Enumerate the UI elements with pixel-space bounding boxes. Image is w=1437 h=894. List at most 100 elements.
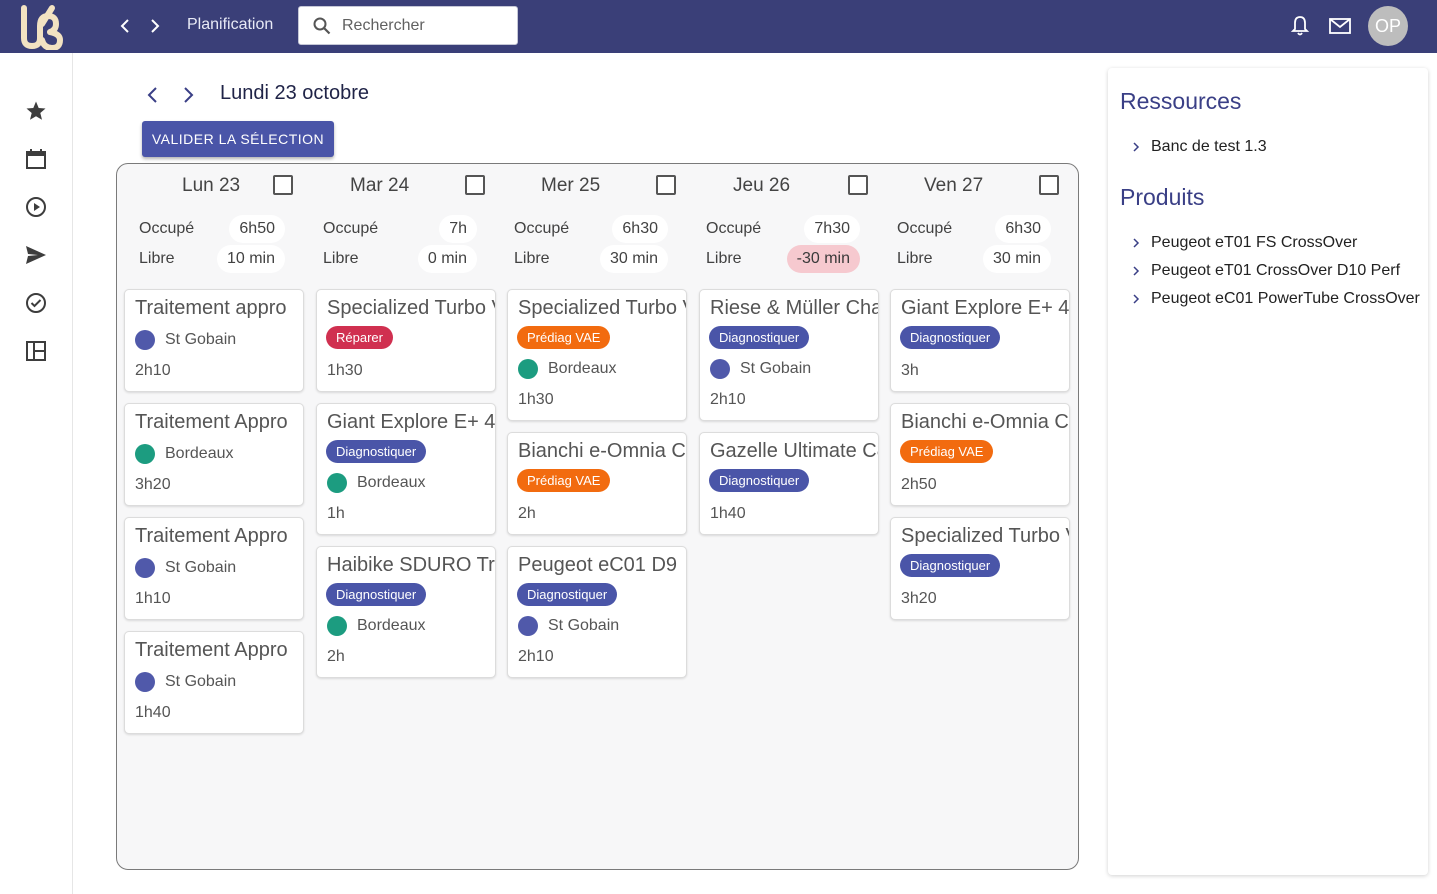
task-card[interactable]: Specialized Turbo Vado Prédiag VAE Bordeau… [507, 289, 687, 421]
layout-icon[interactable] [24, 339, 48, 363]
task-tag: Diagnostiquer [900, 554, 1001, 577]
free-value: 10 min [216, 245, 285, 273]
previous-week-button[interactable] [141, 83, 165, 107]
task-duration: 2h50 [901, 476, 937, 493]
task-title: Giant Explore E+ 4 [327, 411, 496, 433]
task-duration: 1h40 [710, 505, 746, 522]
busy-label: Occupé [706, 220, 762, 237]
task-card[interactable]: Giant Explore E+ 4 Diagnostiquer Bordeaux 1… [316, 403, 496, 535]
task-card[interactable]: Specialized Turbo Vado Diagnostiquer 3h20 [890, 517, 1070, 620]
task-tag: Réparer [326, 326, 393, 349]
task-card[interactable]: Peugeot eC01 D9 Diagnostiquer St Gobain 2h1… [507, 546, 687, 678]
task-card[interactable]: Haibike SDURO Trekking Diagnostiquer Borde… [316, 546, 496, 678]
task-card[interactable]: Gazelle Ultimate C8 Diagnostiquer 1h40 [699, 432, 879, 535]
day-header: Ven 27 [883, 174, 1063, 198]
next-week-button[interactable] [176, 83, 200, 107]
task-title: Bianchi e-Omnia C [518, 440, 686, 462]
chevron-right-icon [1133, 142, 1140, 152]
day-name: Lun 23 [182, 175, 241, 196]
task-title: Traitement appro [135, 297, 287, 319]
busy-row: Occupé 6h30 [883, 214, 1063, 243]
day-select-checkbox[interactable] [656, 175, 676, 195]
busy-value: 6h50 [229, 215, 285, 243]
free-row: Libre -30 min [692, 244, 872, 273]
task-title: Riese & Müller Charger [710, 297, 879, 319]
task-duration: 2h10 [710, 391, 746, 408]
app-logo[interactable] [18, 2, 66, 50]
task-card[interactable]: Bianchi e-Omnia C Prédiag VAE 2h50 [890, 403, 1070, 506]
task-card[interactable]: Traitement Appro St Gobain 1h40 [124, 631, 304, 734]
task-card[interactable]: Traitement Appro St Gobain 1h10 [124, 517, 304, 620]
avatar[interactable]: OP [1368, 6, 1408, 46]
free-value: -30 min [786, 245, 860, 273]
free-label: Libre [706, 250, 742, 267]
calendar-icon[interactable] [24, 147, 48, 171]
task-duration: 2h10 [518, 648, 554, 665]
date-title: Lundi 23 octobre [220, 82, 370, 104]
task-card[interactable]: Traitement appro St Gobain 2h10 [124, 289, 304, 392]
task-duration: 2h10 [135, 362, 171, 379]
day-name: Mer 25 [541, 175, 601, 196]
day-select-checkbox[interactable] [273, 175, 293, 195]
task-title: Traitement Appro [135, 411, 288, 433]
location-label: Bordeaux [357, 474, 426, 491]
resources-title: Ressources [1120, 88, 1242, 114]
location-label: Bordeaux [165, 445, 234, 462]
day-select-checkbox[interactable] [1039, 175, 1059, 195]
location-label: St Gobain [165, 559, 237, 576]
task-duration: 2h [518, 505, 536, 522]
task-card[interactable]: Bianchi e-Omnia C Prédiag VAE 2h [507, 432, 687, 535]
task-title: Specialized Turbo Vado [327, 297, 495, 319]
busy-value: 7h30 [804, 215, 860, 243]
location-dot-icon [518, 359, 538, 379]
task-title: Haibike SDURO Trekking [327, 554, 495, 576]
planner-board: Lun 23 Occupé 6h50 Libre 10 min Traitement ap… [116, 163, 1079, 870]
free-row: Libre 30 min [500, 244, 680, 273]
location-label: Bordeaux [357, 617, 426, 634]
task-card[interactable]: Giant Explore E+ 4 Diagnostiquer 3h [890, 289, 1070, 392]
day-select-checkbox[interactable] [848, 175, 868, 195]
free-value: 30 min [599, 245, 668, 273]
task-duration: 1h30 [327, 362, 363, 379]
task-duration: 1h10 [135, 590, 171, 607]
day-header: Mar 24 [309, 174, 489, 198]
search-box[interactable] [298, 6, 518, 45]
star-icon[interactable] [24, 99, 48, 123]
product-label: Peugeot eC01 PowerTube CrossOver [1151, 290, 1420, 307]
free-value: 0 min [417, 245, 477, 273]
check-circle-icon[interactable] [24, 291, 48, 315]
location-dot-icon [135, 558, 155, 578]
play-circle-icon[interactable] [24, 195, 48, 219]
task-duration: 2h [327, 648, 345, 665]
side-panel: Ressources Banc de test 1.3 Produits Peu… [1108, 68, 1428, 875]
task-title: Specialized Turbo Vado [518, 297, 686, 319]
task-card[interactable]: Riese & Müller Charger Diagnostiquer St Go… [699, 289, 879, 421]
nav-forward-button[interactable] [141, 12, 169, 40]
resource-label: Banc de test 1.3 [1151, 138, 1267, 155]
busy-label: Occupé [514, 220, 570, 237]
mail-icon[interactable] [1328, 14, 1352, 38]
busy-label: Occupé [323, 220, 379, 237]
location-dot-icon [710, 359, 730, 379]
search-input[interactable] [342, 15, 507, 37]
task-card[interactable]: Specialized Turbo Vado Réparer 1h30 [316, 289, 496, 392]
location-dot-icon [327, 616, 347, 636]
busy-row: Occupé 6h30 [500, 214, 680, 243]
task-title: Specialized Turbo Vado [901, 525, 1069, 547]
bell-icon[interactable] [1288, 14, 1312, 38]
nav-back-button[interactable] [111, 12, 139, 40]
free-value: 30 min [982, 245, 1051, 273]
task-tag: Diagnostiquer [517, 583, 618, 606]
location-label: St Gobain [740, 360, 812, 377]
send-icon[interactable] [24, 243, 48, 267]
busy-value: 6h30 [612, 215, 668, 243]
task-duration: 1h40 [135, 704, 171, 721]
busy-row: Occupé 6h50 [117, 214, 297, 243]
validate-selection-button[interactable]: VALIDER LA SÉLECTION [142, 121, 334, 157]
location-dot-icon [135, 672, 155, 692]
search-icon [313, 17, 331, 35]
day-select-checkbox[interactable] [465, 175, 485, 195]
task-duration: 1h [327, 505, 345, 522]
task-card[interactable]: Traitement Appro Bordeaux 3h20 [124, 403, 304, 506]
chevron-right-icon [1133, 238, 1140, 248]
